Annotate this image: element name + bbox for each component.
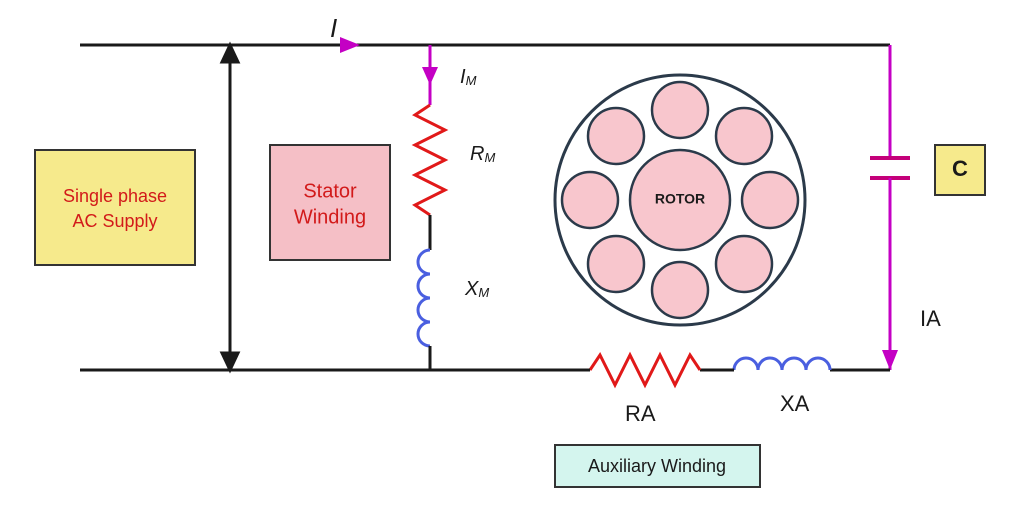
voltage-arrow bbox=[222, 45, 238, 370]
rotor: ROTOR bbox=[555, 75, 805, 325]
current-I-arrow bbox=[340, 37, 360, 53]
resistor-RM bbox=[415, 105, 445, 215]
supply-line2: AC Supply bbox=[72, 211, 157, 231]
stator-box: Stator Winding bbox=[270, 145, 390, 260]
inductor-XM bbox=[418, 250, 430, 346]
supply-line1: Single phase bbox=[63, 186, 167, 206]
current-IM-arrow bbox=[422, 67, 438, 85]
supply-box: Single phase AC Supply bbox=[35, 150, 195, 265]
label-RA: RA bbox=[625, 401, 656, 426]
capacitor-label: C bbox=[952, 156, 968, 181]
rotor-label: ROTOR bbox=[655, 191, 705, 207]
circuit-diagram: ROTOR Single phase AC Supply Stator Wind… bbox=[0, 0, 1024, 524]
aux-label: Auxiliary Winding bbox=[588, 456, 726, 476]
capacitor-box: C bbox=[935, 145, 985, 195]
current-IA-arrow bbox=[882, 350, 898, 370]
capacitor bbox=[870, 158, 910, 178]
label-IM: IM bbox=[460, 66, 477, 88]
stator-line2: Winding bbox=[294, 206, 366, 228]
resistor-RA bbox=[590, 355, 700, 385]
label-XA: XA bbox=[780, 391, 810, 416]
label-I: I bbox=[330, 13, 337, 43]
label-IA: IA bbox=[920, 306, 941, 331]
inductor-XA bbox=[734, 358, 830, 370]
label-RM: RM bbox=[470, 143, 495, 165]
label-XM: XM bbox=[464, 278, 489, 300]
aux-box: Auxiliary Winding bbox=[555, 445, 760, 487]
stator-line1: Stator bbox=[303, 180, 357, 202]
